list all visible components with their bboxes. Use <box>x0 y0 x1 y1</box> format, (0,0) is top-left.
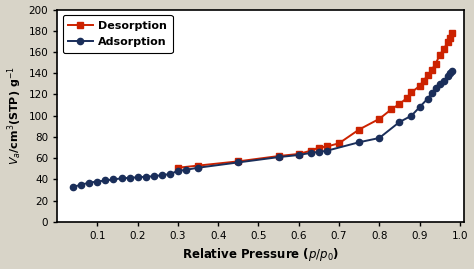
Adsorption <box>167 172 173 176</box>
Adsorption <box>135 176 140 179</box>
Desorption <box>356 128 362 131</box>
Adsorption <box>143 175 148 178</box>
Adsorption <box>159 174 164 177</box>
Adsorption <box>445 75 451 78</box>
Adsorption <box>296 153 301 157</box>
Desorption <box>316 146 322 149</box>
X-axis label: Relative Pressure ($p/p_0$): Relative Pressure ($p/p_0$) <box>182 246 339 263</box>
Desorption <box>405 96 410 99</box>
Adsorption <box>376 136 382 140</box>
Desorption <box>447 37 453 40</box>
Adsorption <box>449 69 455 73</box>
Desorption <box>324 145 330 148</box>
Desorption <box>397 102 402 106</box>
Adsorption <box>324 149 330 152</box>
Desorption <box>433 62 438 65</box>
Adsorption <box>276 155 282 159</box>
Desorption <box>445 41 451 44</box>
Adsorption <box>195 166 201 169</box>
Desorption <box>195 164 201 167</box>
Line: Desorption: Desorption <box>175 30 455 171</box>
Desorption <box>425 74 430 77</box>
Legend: Desorption, Adsorption: Desorption, Adsorption <box>63 15 173 53</box>
Adsorption <box>409 114 414 117</box>
Desorption <box>236 160 241 163</box>
Adsorption <box>102 179 108 182</box>
Desorption <box>449 31 455 34</box>
Desorption <box>276 154 282 158</box>
Adsorption <box>70 185 76 189</box>
Desorption <box>417 84 422 88</box>
Adsorption <box>175 169 181 172</box>
Adsorption <box>417 106 422 109</box>
Adsorption <box>433 87 438 90</box>
Desorption <box>409 91 414 94</box>
Adsorption <box>397 121 402 124</box>
Adsorption <box>308 151 314 154</box>
Desorption <box>296 152 301 155</box>
Adsorption <box>425 97 430 100</box>
Desorption <box>308 149 314 152</box>
Adsorption <box>151 175 156 178</box>
Desorption <box>437 54 443 57</box>
Desorption <box>336 142 342 145</box>
Adsorption <box>447 72 453 75</box>
Adsorption <box>236 161 241 164</box>
Desorption <box>175 166 181 169</box>
Adsorption <box>316 150 322 153</box>
Y-axis label: $V_a$/cm$^3$(STP) g$^{-1}$: $V_a$/cm$^3$(STP) g$^{-1}$ <box>6 66 24 165</box>
Desorption <box>421 79 427 82</box>
Adsorption <box>183 168 189 171</box>
Desorption <box>389 108 394 111</box>
Adsorption <box>441 79 447 82</box>
Adsorption <box>110 178 116 181</box>
Adsorption <box>86 181 92 184</box>
Adsorption <box>356 141 362 144</box>
Desorption <box>441 47 447 51</box>
Line: Adsorption: Adsorption <box>70 68 455 190</box>
Desorption <box>376 117 382 121</box>
Adsorption <box>429 92 435 95</box>
Adsorption <box>78 183 84 186</box>
Adsorption <box>94 180 100 183</box>
Adsorption <box>437 82 443 86</box>
Desorption <box>429 68 435 72</box>
Adsorption <box>127 176 132 179</box>
Adsorption <box>118 177 124 180</box>
